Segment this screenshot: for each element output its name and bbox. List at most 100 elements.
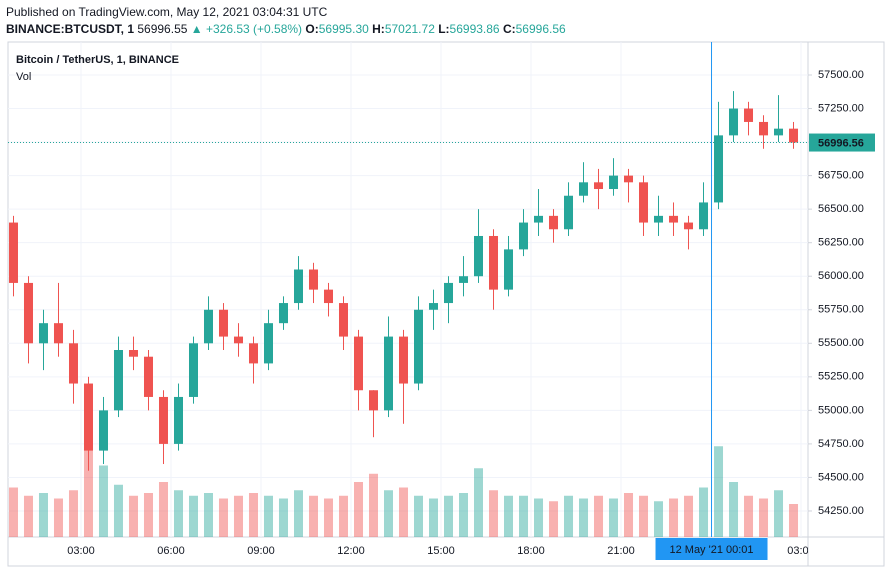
y-tick-label: 55750.00 <box>818 304 864 316</box>
candle-body <box>398 336 408 384</box>
candle-body <box>609 175 619 190</box>
volume-bar <box>383 490 393 537</box>
volume-bar <box>669 498 679 537</box>
y-tick-label: 55500.00 <box>818 337 864 349</box>
candle-body <box>158 396 168 444</box>
candle-body <box>594 182 604 190</box>
volume-bar <box>504 495 514 537</box>
volume-bar <box>549 501 559 537</box>
symbol-header: BINANCE:BTCUSDT, 1 56996.55 ▲ +326.53 (+… <box>6 22 566 36</box>
close-value: 56996.56 <box>515 22 566 36</box>
candle-body <box>248 343 258 364</box>
c-label: C: <box>502 22 516 36</box>
volume-bar <box>414 495 424 537</box>
candle-body <box>143 356 153 397</box>
last-price-label: 56996.56 <box>818 137 864 149</box>
candle-body <box>128 350 138 357</box>
candle-body <box>338 303 348 337</box>
candle-body <box>669 215 679 223</box>
h-label: H: <box>372 22 385 36</box>
candle-body <box>534 215 544 223</box>
open-value: 56995.30 <box>318 22 369 36</box>
candle-body <box>699 202 709 230</box>
y-tick-label: 54250.00 <box>818 505 864 517</box>
y-tick-label: 55000.00 <box>818 404 864 416</box>
volume-bar <box>474 468 484 537</box>
volume-bar <box>68 490 78 537</box>
published-note: Published on TradingView.com, May 12, 20… <box>6 5 328 19</box>
candle-body <box>293 269 303 304</box>
candle-body <box>624 175 634 183</box>
volume-bar <box>83 449 93 537</box>
volume-bar <box>654 501 664 537</box>
volume-bar <box>263 495 273 537</box>
candle-body <box>639 182 649 223</box>
low-value: 56993.86 <box>449 22 500 36</box>
candle-body <box>759 121 769 136</box>
candle-body <box>414 309 424 384</box>
volume-bar <box>459 493 469 537</box>
candle-body <box>714 135 724 203</box>
candle-body <box>173 396 183 444</box>
volume-bar <box>774 490 784 537</box>
candle-body <box>218 309 228 337</box>
volume-bar <box>789 504 799 537</box>
x-tick-label: 21:00 <box>607 545 635 557</box>
change: ▲ +326.53 (+0.58%) <box>190 22 303 36</box>
y-tick-label: 56750.00 <box>818 170 864 182</box>
x-tick-label: 09:00 <box>247 545 275 557</box>
x-tick-label: 15:00 <box>427 545 455 557</box>
volume-bar <box>759 498 769 537</box>
volume-bar <box>323 498 333 537</box>
volume-bar <box>278 498 288 537</box>
volume-bar <box>429 498 439 537</box>
volume-bar <box>729 482 739 537</box>
candle-body <box>744 108 754 122</box>
volume-bar <box>714 446 724 537</box>
volume-bar <box>368 473 378 537</box>
candle-body <box>188 343 198 397</box>
volume-bar <box>158 482 168 537</box>
crosshair-label-box <box>655 538 768 560</box>
candle-body <box>263 323 273 364</box>
candle-body <box>549 215 559 230</box>
volume-bar <box>308 495 318 537</box>
l-label: L: <box>438 22 450 36</box>
candle-body <box>233 336 243 344</box>
volume-bar <box>248 493 258 537</box>
symbol: BINANCE:BTCUSDT, 1 <box>6 22 135 36</box>
candle-body <box>23 282 33 344</box>
volume-bar <box>594 495 604 537</box>
candle-body <box>113 350 123 411</box>
volume-bar <box>218 498 228 537</box>
candle-body <box>83 383 93 451</box>
volume-bar <box>624 493 634 537</box>
candle-body <box>774 128 784 136</box>
volume-bar <box>338 495 348 537</box>
crosshair-label: 12 May '21 00:01 <box>669 544 753 556</box>
o-label: O: <box>305 22 319 36</box>
candle-body <box>579 182 589 196</box>
x-tick-label: 06:00 <box>157 545 185 557</box>
volume-bar <box>38 493 48 537</box>
volume-bar <box>98 465 108 537</box>
candle-body <box>459 276 469 283</box>
volume-bar <box>684 495 694 537</box>
volume-bar <box>53 498 63 537</box>
y-tick-label: 56500.00 <box>818 203 864 215</box>
candle-body <box>789 128 799 143</box>
volume-bar <box>489 490 499 537</box>
candle-body <box>429 303 439 310</box>
frame <box>7 41 885 567</box>
volume-label: Vol <box>16 71 31 83</box>
candle-body <box>684 222 694 230</box>
volume-bar <box>534 498 544 537</box>
price: 56996.55 <box>137 22 188 36</box>
candle-body <box>53 323 63 344</box>
candle-body <box>489 235 499 290</box>
candle-body <box>68 343 78 384</box>
volume-bar <box>293 490 303 537</box>
candle-body <box>729 108 739 136</box>
